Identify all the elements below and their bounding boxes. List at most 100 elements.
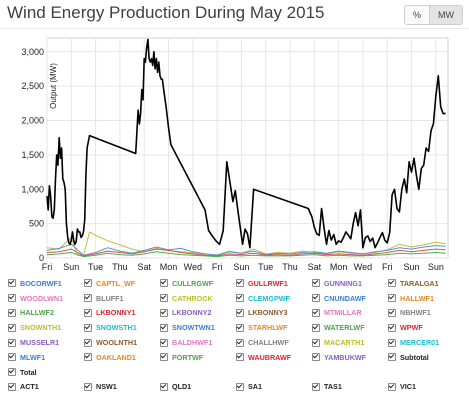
legend-item[interactable]: HALLWF1 — [388, 292, 464, 305]
legend-checkbox[interactable] — [236, 279, 244, 288]
legend-item[interactable]: WPWF — [388, 321, 464, 334]
legend-checkbox[interactable] — [160, 294, 168, 303]
legend-checkbox[interactable] — [8, 338, 16, 347]
legend-label: CLEMGPWF — [248, 293, 290, 303]
legend-checkbox[interactable] — [236, 294, 244, 303]
legend-checkbox[interactable] — [312, 279, 320, 288]
legend-item[interactable]: Subtotal — [388, 351, 464, 364]
percent-toggle-button[interactable]: % — [404, 6, 429, 24]
legend-item[interactable]: HALLWF2 — [8, 307, 84, 320]
legend-checkbox[interactable] — [312, 353, 320, 362]
legend-checkbox[interactable] — [388, 308, 396, 317]
legend-checkbox[interactable] — [236, 323, 244, 332]
legend-checkbox[interactable] — [312, 382, 320, 391]
legend-item[interactable]: WATERLWF — [312, 321, 388, 334]
legend-checkbox[interactable] — [312, 323, 320, 332]
legend-item[interactable]: CHALLHWF — [236, 336, 312, 349]
legend-checkbox[interactable] — [84, 353, 92, 362]
x-tick-label: Fri — [382, 262, 393, 272]
legend-item[interactable]: SA1 — [236, 381, 312, 394]
legend-item[interactable]: GUNNING1 — [312, 277, 388, 290]
legend-item[interactable]: QLD1 — [160, 381, 236, 394]
legend-checkbox[interactable] — [8, 294, 16, 303]
legend-item[interactable]: LKBONNY1 — [84, 307, 160, 320]
legend-checkbox[interactable] — [84, 308, 92, 317]
legend-checkbox[interactable] — [84, 323, 92, 332]
legend-checkbox[interactable] — [84, 338, 92, 347]
legend-checkbox[interactable] — [8, 382, 16, 391]
legend-checkbox[interactable] — [388, 279, 396, 288]
legend-label: VIC1 — [400, 382, 416, 392]
legend-item[interactable]: WOODLWN1 — [8, 292, 84, 305]
legend-checkbox[interactable] — [236, 353, 244, 362]
legend-label: YAMBUKWF — [324, 352, 367, 362]
mw-toggle-button[interactable]: MW — [429, 6, 462, 24]
legend-checkbox[interactable] — [312, 294, 320, 303]
legend-checkbox[interactable] — [160, 279, 168, 288]
legend-item[interactable]: LKBONNY3 — [236, 307, 312, 320]
legend-item[interactable]: CULLRGWF — [160, 277, 236, 290]
legend-checkbox[interactable] — [84, 294, 92, 303]
legend-item[interactable]: MTMILLAR — [312, 307, 388, 320]
legend-checkbox[interactable] — [312, 308, 320, 317]
legend-item[interactable]: Total — [8, 366, 84, 379]
x-tick-label: Mon — [330, 262, 348, 272]
legend-item[interactable]: SNOWTWN1 — [160, 321, 236, 334]
legend-label: Total — [20, 367, 37, 377]
legend-checkbox[interactable] — [8, 368, 16, 377]
legend-checkbox[interactable] — [160, 353, 168, 362]
legend-item[interactable]: NSW1 — [84, 381, 160, 394]
legend-item[interactable]: LKBONNY2 — [160, 307, 236, 320]
legend-item[interactable]: BALDHWF1 — [160, 336, 236, 349]
legend-checkbox[interactable] — [84, 279, 92, 288]
legend-label: ACT1 — [20, 382, 39, 392]
legend-checkbox[interactable] — [84, 382, 92, 391]
legend-item[interactable]: CAPTL_WF — [84, 277, 160, 290]
legend-checkbox[interactable] — [8, 353, 16, 362]
legend-item[interactable]: BLUFF1 — [84, 292, 160, 305]
legend-checkbox[interactable] — [388, 338, 396, 347]
legend-item[interactable]: PORTWF — [160, 351, 236, 364]
legend-checkbox[interactable] — [388, 382, 396, 391]
legend-checkbox[interactable] — [236, 308, 244, 317]
legend-checkbox[interactable] — [8, 323, 16, 332]
legend-checkbox[interactable] — [388, 353, 396, 362]
x-tick-label: Sat — [308, 262, 322, 272]
legend-item[interactable]: TARALGA1 — [388, 277, 464, 290]
legend-checkbox[interactable] — [160, 338, 168, 347]
legend-item[interactable]: WOOLNTH1 — [84, 336, 160, 349]
legend-label: NBHWF1 — [400, 308, 431, 318]
x-tick-label: Mon — [160, 262, 178, 272]
legend-item[interactable]: SNOWNTH1 — [8, 321, 84, 334]
legend-item[interactable]: MACARTH1 — [312, 336, 388, 349]
legend-item[interactable]: MLWF1 — [8, 351, 84, 364]
legend-checkbox[interactable] — [388, 294, 396, 303]
legend-checkbox[interactable] — [236, 382, 244, 391]
legend-item[interactable]: MUSSELR1 — [8, 336, 84, 349]
legend-item[interactable]: ACT1 — [8, 381, 84, 394]
legend-item[interactable]: OAKLAND1 — [84, 351, 160, 364]
legend-item[interactable]: VIC1 — [388, 381, 464, 394]
legend-item[interactable]: STARHLWF — [236, 321, 312, 334]
legend-checkbox[interactable] — [388, 323, 396, 332]
legend-checkbox[interactable] — [160, 382, 168, 391]
legend-item[interactable]: WAUBRAWF — [236, 351, 312, 364]
legend-item[interactable]: TAS1 — [312, 381, 388, 394]
legend-checkbox[interactable] — [312, 338, 320, 347]
legend-item[interactable]: YAMBUKWF — [312, 351, 388, 364]
legend-item[interactable]: CLEMGPWF — [236, 292, 312, 305]
legend-label: BLUFF1 — [96, 293, 124, 303]
legend-checkbox[interactable] — [160, 308, 168, 317]
legend-checkbox[interactable] — [160, 323, 168, 332]
legend-checkbox[interactable] — [8, 279, 16, 288]
legend-item[interactable]: SNOWSTH1 — [84, 321, 160, 334]
x-tick-label: Sun — [233, 262, 249, 272]
legend-checkbox[interactable] — [8, 308, 16, 317]
legend-item[interactable]: MERCER01 — [388, 336, 464, 349]
legend-item[interactable]: NBHWF1 — [388, 307, 464, 320]
legend-item[interactable]: GULLRWF1 — [236, 277, 312, 290]
legend-item[interactable]: BOCORWF1 — [8, 277, 84, 290]
legend-item[interactable]: CATHROCK — [160, 292, 236, 305]
legend-item[interactable]: CNUNDAWF — [312, 292, 388, 305]
legend-checkbox[interactable] — [236, 338, 244, 347]
